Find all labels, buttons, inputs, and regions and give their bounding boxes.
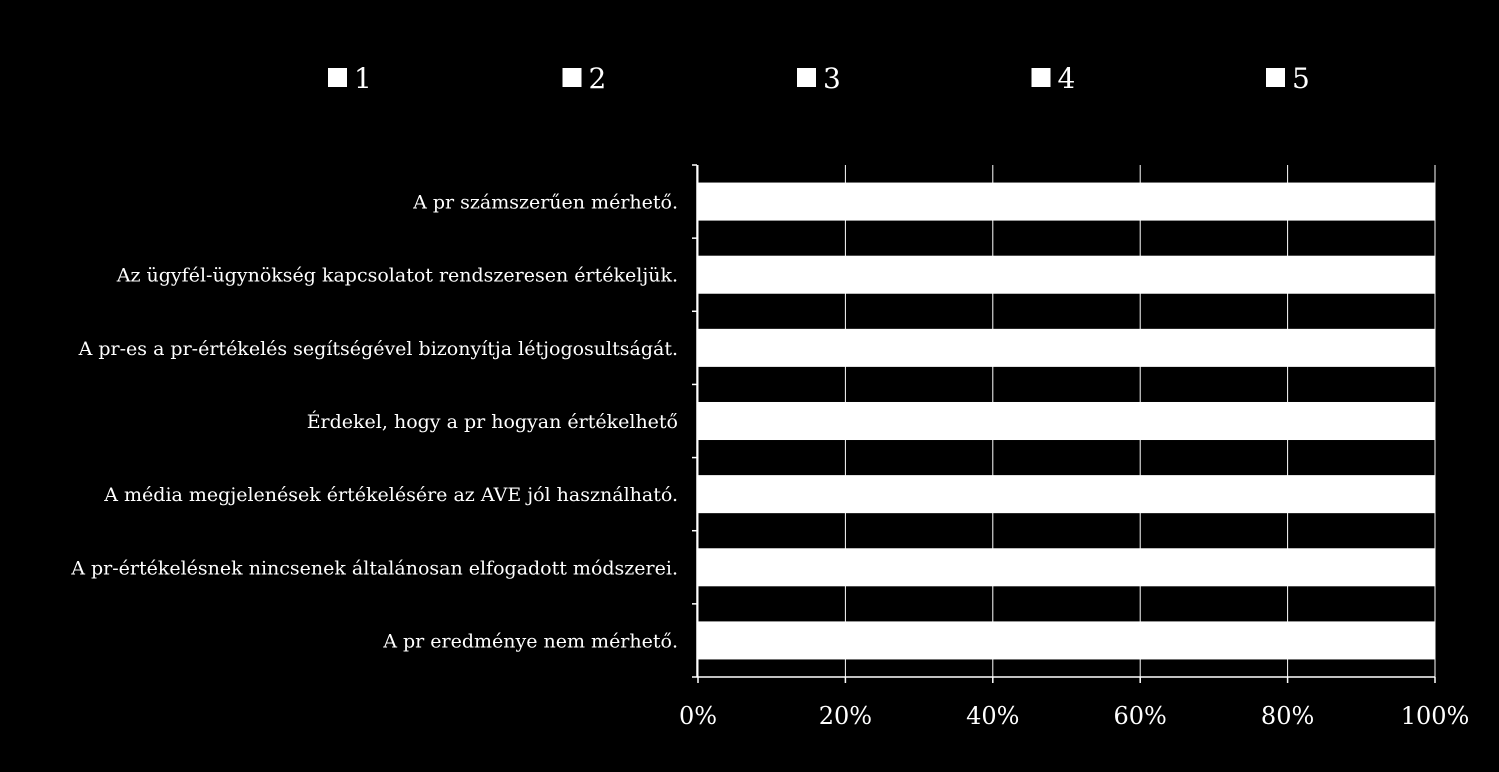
x-tick-label-2: 40% bbox=[966, 702, 1019, 730]
x-tick-label-1: 20% bbox=[819, 702, 872, 730]
x-tick-label-3: 60% bbox=[1114, 702, 1167, 730]
bar-2-series-1 bbox=[698, 328, 846, 367]
bar-5-series-5 bbox=[1287, 548, 1435, 587]
category-label-5: A pr-értékelésnek nincsenek általánosan … bbox=[70, 557, 678, 579]
bar-6-series-3 bbox=[992, 621, 1141, 660]
bar-4-series-4 bbox=[1140, 475, 1288, 514]
category-label-3: Érdekel, hogy a pr hogyan értékelhető bbox=[307, 410, 678, 433]
legend-label-4: 4 bbox=[1058, 62, 1076, 95]
bar-1-series-2 bbox=[845, 255, 993, 294]
bar-5-series-1 bbox=[698, 548, 846, 587]
category-label-6: A pr eredménye nem mérhető. bbox=[382, 630, 678, 652]
bar-6-series-2 bbox=[845, 621, 993, 660]
bar-3-series-3 bbox=[992, 401, 1141, 441]
x-tick-label-5: 100% bbox=[1401, 702, 1470, 730]
legend-swatch-4 bbox=[1031, 68, 1051, 87]
bar-2-series-3 bbox=[992, 328, 1141, 367]
bar-2-series-5 bbox=[1287, 328, 1435, 367]
legend-swatch-3 bbox=[797, 68, 816, 87]
axes bbox=[692, 164, 1436, 683]
legend: 1 2 3 4 5 bbox=[328, 62, 1310, 95]
bar-3-series-4 bbox=[1140, 401, 1288, 441]
bar-3-series-1 bbox=[698, 401, 846, 441]
bar-3-series-5 bbox=[1287, 401, 1435, 441]
bar-6-series-4 bbox=[1140, 621, 1288, 660]
category-label-2: A pr-es a pr-értékelés segítségével bizo… bbox=[78, 338, 678, 360]
bar-4-series-5 bbox=[1287, 475, 1435, 514]
bar-1-series-3 bbox=[992, 255, 1141, 294]
bar-6-series-1 bbox=[698, 621, 846, 660]
legend-label-2: 2 bbox=[589, 62, 607, 95]
legend-swatch-1 bbox=[328, 68, 347, 87]
legend-swatch-5 bbox=[1266, 68, 1285, 87]
bar-4-series-1 bbox=[698, 475, 846, 514]
legend-swatch-2 bbox=[562, 68, 582, 87]
bar-1-series-4 bbox=[1140, 255, 1288, 294]
category-label-1: Az ügyfél-ügynökség kapcsolatot rendszer… bbox=[116, 265, 678, 287]
bar-4-series-2 bbox=[845, 475, 993, 514]
category-labels: A pr számszerűen mérhető. Az ügyfél-ügynö… bbox=[70, 192, 678, 653]
bar-1-series-5 bbox=[1287, 255, 1435, 294]
bar-0-series-5 bbox=[1287, 182, 1435, 221]
legend-label-1: 1 bbox=[354, 62, 372, 95]
category-label-0: A pr számszerűen mérhető. bbox=[412, 192, 678, 214]
bar-0-series-1 bbox=[698, 182, 846, 221]
bar-0-series-4 bbox=[1140, 182, 1288, 221]
bar-4-series-3 bbox=[992, 475, 1141, 514]
bar-1-series-1 bbox=[698, 255, 846, 294]
bars bbox=[698, 182, 1435, 660]
bar-2-series-4 bbox=[1140, 328, 1288, 367]
legend-label-3: 3 bbox=[823, 62, 841, 95]
legend-label-5: 5 bbox=[1292, 62, 1310, 95]
x-tick-label-4: 80% bbox=[1261, 702, 1314, 730]
bar-0-series-3 bbox=[992, 182, 1141, 221]
x-tick-label-0: 0% bbox=[679, 702, 717, 730]
bar-5-series-2 bbox=[845, 548, 993, 587]
bar-5-series-4 bbox=[1140, 548, 1288, 587]
bar-3-series-2 bbox=[845, 401, 993, 441]
x-tick-labels: 0% 20% 40% 60% 80% 100% bbox=[679, 702, 1469, 730]
category-label-4: A média megjelenések értékelésére az AVE… bbox=[103, 484, 678, 506]
bar-6-series-5 bbox=[1287, 621, 1435, 660]
bar-5-series-3 bbox=[992, 548, 1141, 587]
bar-2-series-2 bbox=[845, 328, 993, 367]
bar-0-series-2 bbox=[845, 182, 993, 221]
